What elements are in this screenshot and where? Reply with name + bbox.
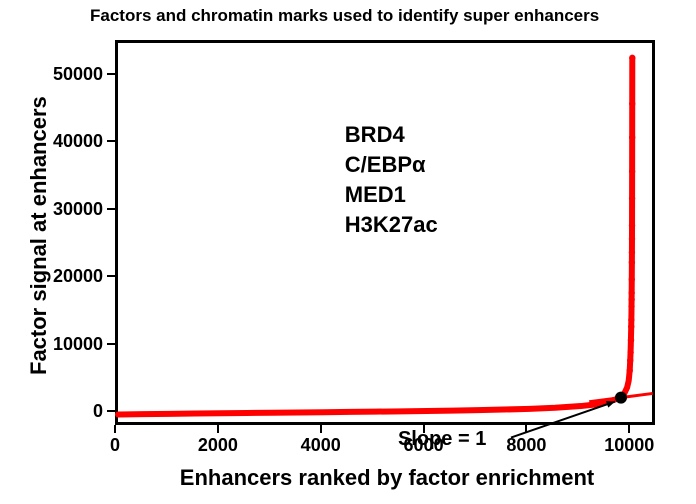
y-tick-mark — [107, 140, 115, 142]
data-point — [629, 168, 635, 174]
y-tick-label: 40000 — [53, 131, 103, 152]
data-point — [629, 249, 635, 255]
x-tick-label: 10000 — [604, 435, 654, 456]
y-tick-mark — [107, 208, 115, 210]
y-tick-mark — [107, 343, 115, 345]
y-tick-mark — [107, 73, 115, 75]
y-tick-label: 0 — [93, 401, 103, 422]
data-point — [629, 276, 635, 282]
y-tick-label: 10000 — [53, 334, 103, 355]
x-tick-label: 2000 — [198, 435, 238, 456]
data-point — [627, 357, 633, 363]
factor-item: MED1 — [345, 180, 438, 210]
x-tick-label: 4000 — [301, 435, 341, 456]
x-tick-label: 0 — [110, 435, 120, 456]
data-point — [628, 303, 634, 309]
figure: Factors and chromatin marks used to iden… — [0, 0, 696, 504]
data-point — [628, 296, 634, 302]
x-tick-mark — [628, 425, 630, 433]
data-point — [629, 134, 635, 140]
data-point — [629, 222, 635, 228]
x-tick-mark — [423, 425, 425, 433]
data-point — [629, 55, 635, 61]
data-point — [629, 195, 635, 201]
data-point — [629, 101, 635, 107]
chart-title: Factors and chromatin marks used to iden… — [90, 6, 599, 26]
data-point — [629, 236, 635, 242]
x-tick-mark — [217, 425, 219, 433]
slope-arrowhead — [606, 401, 615, 408]
factor-list: BRD4C/EBPαMED1H3K27ac — [345, 120, 438, 240]
y-tick-mark — [107, 275, 115, 277]
x-tick-label: 6000 — [404, 435, 444, 456]
x-axis-label: Enhancers ranked by factor enrichment — [180, 465, 594, 491]
y-tick-label: 50000 — [53, 64, 103, 85]
factor-item: BRD4 — [345, 120, 438, 150]
y-tick-label: 30000 — [53, 199, 103, 220]
data-point — [627, 367, 633, 373]
y-tick-label: 20000 — [53, 266, 103, 287]
x-tick-label: 8000 — [506, 435, 546, 456]
y-tick-mark — [107, 410, 115, 412]
factor-item: H3K27ac — [345, 210, 438, 240]
data-point — [629, 259, 635, 265]
x-tick-mark — [114, 425, 116, 433]
data-point — [628, 337, 634, 343]
slope-point — [615, 392, 627, 404]
y-axis-label: Factor signal at enhancers — [26, 96, 52, 375]
data-point — [628, 290, 634, 296]
x-tick-mark — [320, 425, 322, 433]
x-tick-mark — [525, 425, 527, 433]
factor-item: C/EBPα — [345, 150, 438, 180]
data-point — [627, 349, 633, 355]
data-point — [628, 317, 634, 323]
data-point — [628, 323, 634, 329]
plot-area: BRD4C/EBPαMED1H3K27ac — [115, 40, 655, 425]
